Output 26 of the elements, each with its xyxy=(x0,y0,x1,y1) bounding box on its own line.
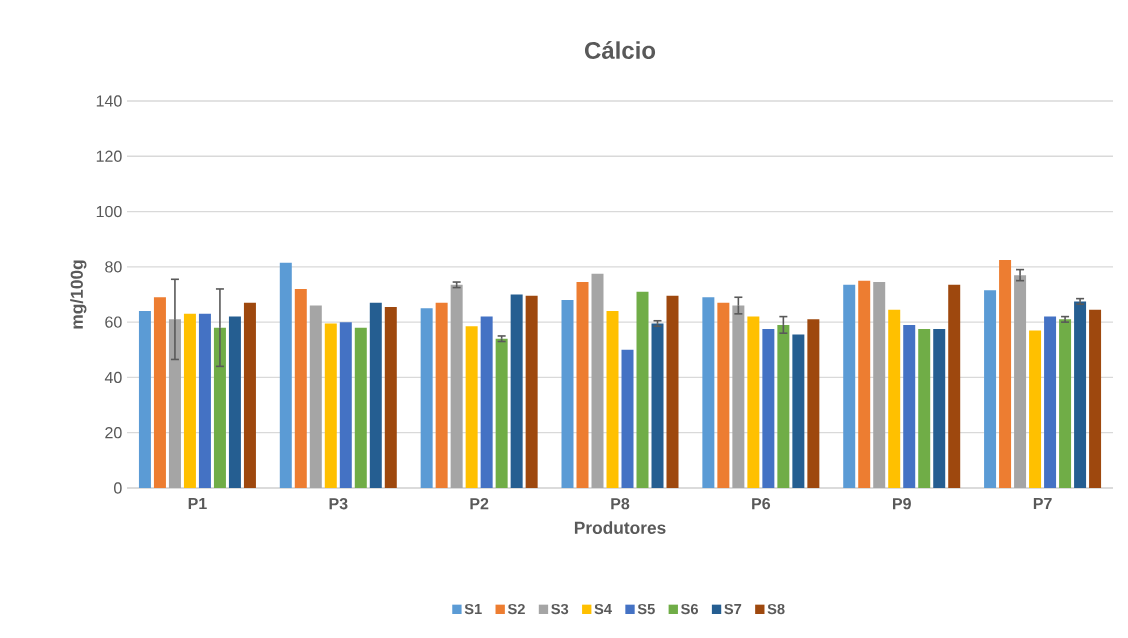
y-tick-label: 60 xyxy=(105,316,122,328)
legend-label: S7 xyxy=(724,603,742,615)
y-tick-label: 20 xyxy=(105,427,122,439)
y-tick-label: 0 xyxy=(114,482,122,494)
legend-label: S4 xyxy=(594,603,612,615)
x-tick-label: P8 xyxy=(611,498,630,510)
legend-label: S3 xyxy=(551,603,569,615)
x-tick-label: P3 xyxy=(329,498,348,510)
legend-label: S8 xyxy=(767,603,785,615)
chart-title: Cálcio xyxy=(584,41,656,59)
x-axis-title: Produtores xyxy=(574,521,666,534)
x-tick-label: P1 xyxy=(188,498,207,510)
y-tick-label: 80 xyxy=(105,261,122,273)
x-tick-label: P7 xyxy=(1033,498,1052,510)
legend-label: S2 xyxy=(507,603,525,615)
legend-label: S6 xyxy=(681,603,699,615)
y-tick-label: 140 xyxy=(96,95,122,107)
y-tick-label: 120 xyxy=(96,150,122,162)
y-tick-label: 100 xyxy=(96,205,122,218)
y-axis-title: mg/100g xyxy=(70,260,87,329)
legend-label: S5 xyxy=(637,603,655,615)
x-tick-label: P2 xyxy=(470,498,489,510)
legend-label: S1 xyxy=(464,603,482,615)
x-tick-label: P6 xyxy=(752,498,771,510)
x-tick-label: P9 xyxy=(893,498,911,510)
y-tick-label: 40 xyxy=(104,371,122,384)
